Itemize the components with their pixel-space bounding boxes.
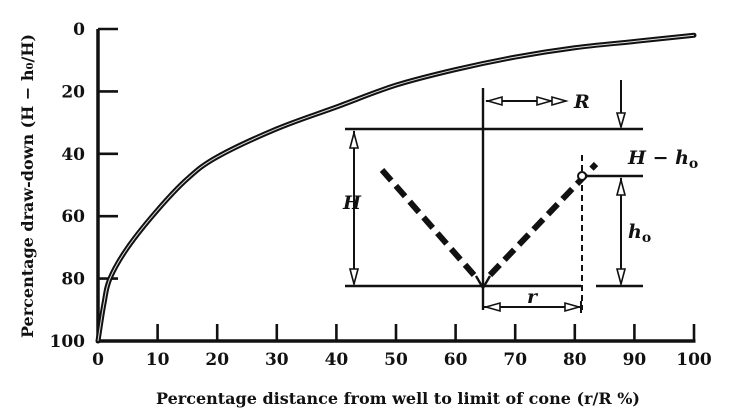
x-tick-label: 80 [563, 350, 587, 370]
y-tick-label: 100 [50, 332, 86, 352]
y-tick-label: 40 [61, 145, 85, 165]
y-axis-ticks: 0 20 40 60 80 100 [50, 20, 118, 352]
x-tick-label: 70 [503, 350, 527, 370]
label-r: r [527, 286, 539, 308]
label-h0: ho [628, 221, 651, 246]
cone-of-depression-right [487, 161, 599, 278]
h0-arrow-down-head [615, 268, 627, 288]
x-axis-title: Percentage distance from well to limit o… [156, 389, 640, 408]
x-tick-label: 60 [444, 350, 468, 370]
x-tick-label: 50 [384, 350, 408, 370]
label-H: H [342, 192, 362, 214]
y-tick-label: 20 [61, 82, 85, 102]
curve-inner-highlight [97, 34, 695, 342]
cone-of-depression-left [379, 168, 477, 277]
x-tick-label: 10 [146, 350, 170, 370]
x-tick-label: 90 [623, 350, 647, 370]
label-H-minus-h0: H − ho [627, 147, 698, 172]
y-tick-label: 80 [61, 270, 85, 290]
y-tick-label: 60 [61, 207, 85, 227]
x-axis-ticks: 0 10 20 30 40 50 60 70 80 90 100 [92, 324, 712, 370]
R-arrow-right-head-1 [536, 95, 554, 107]
x-tick-label: 20 [205, 350, 229, 370]
inset-diagram [345, 80, 643, 313]
R-arrow-left-head [485, 95, 503, 107]
x-tick-label: 30 [265, 350, 289, 370]
y-axis-title: Percentage draw-down (H − h₀/H) [18, 34, 37, 338]
drawdown-curve [95, 32, 697, 344]
H-arrow-down-head [348, 268, 360, 288]
h0-arrow-up-head [615, 176, 627, 196]
y-tick-label: 0 [73, 20, 85, 40]
x-tick-label: 100 [676, 350, 712, 370]
observation-point [577, 171, 587, 181]
x-tick-label: 0 [92, 350, 104, 370]
r-arrow-right-head [564, 301, 582, 313]
x-tick-label: 40 [325, 350, 349, 370]
H-arrow-up-head [348, 129, 360, 149]
r-arrow-left-head [483, 301, 501, 313]
R-arrow-right-head-2 [551, 95, 569, 107]
drawdown-arrow-head [615, 112, 627, 130]
label-R: R [573, 91, 590, 113]
well-bottom-marker [474, 275, 492, 291]
